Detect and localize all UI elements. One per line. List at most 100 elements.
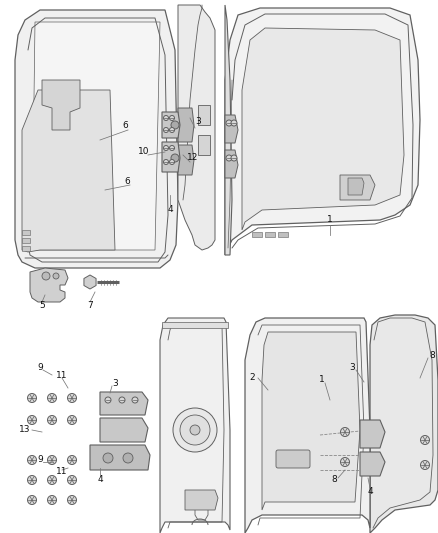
- Polygon shape: [178, 108, 194, 142]
- Circle shape: [47, 393, 57, 402]
- Circle shape: [231, 155, 237, 161]
- Circle shape: [340, 427, 350, 437]
- Text: 1: 1: [327, 215, 333, 224]
- Text: 9: 9: [37, 456, 43, 464]
- Polygon shape: [30, 268, 68, 302]
- Circle shape: [28, 456, 36, 464]
- Circle shape: [132, 397, 138, 403]
- Text: 6: 6: [122, 120, 128, 130]
- Polygon shape: [162, 322, 228, 328]
- Polygon shape: [278, 232, 288, 237]
- Circle shape: [28, 393, 36, 402]
- Circle shape: [67, 393, 77, 402]
- Text: 3: 3: [195, 117, 201, 126]
- Circle shape: [47, 456, 57, 464]
- Circle shape: [170, 127, 174, 133]
- Circle shape: [47, 416, 57, 424]
- Text: 7: 7: [87, 301, 93, 310]
- Circle shape: [171, 154, 179, 162]
- Polygon shape: [265, 232, 275, 237]
- Circle shape: [28, 416, 36, 424]
- Circle shape: [67, 456, 77, 464]
- Circle shape: [340, 457, 350, 466]
- Text: 9: 9: [37, 364, 43, 373]
- Text: 12: 12: [187, 154, 199, 163]
- Circle shape: [173, 408, 217, 452]
- Polygon shape: [225, 8, 420, 255]
- Polygon shape: [340, 175, 375, 200]
- Circle shape: [103, 453, 113, 463]
- Polygon shape: [348, 178, 364, 195]
- Polygon shape: [370, 315, 438, 533]
- Polygon shape: [198, 105, 210, 125]
- Circle shape: [67, 416, 77, 424]
- Text: 10: 10: [138, 148, 150, 157]
- Polygon shape: [242, 28, 404, 230]
- Circle shape: [163, 146, 169, 150]
- Circle shape: [47, 496, 57, 505]
- Polygon shape: [360, 452, 385, 476]
- Text: 8: 8: [429, 351, 435, 359]
- Circle shape: [170, 159, 174, 165]
- Circle shape: [105, 397, 111, 403]
- Polygon shape: [22, 230, 30, 235]
- Circle shape: [190, 425, 200, 435]
- Circle shape: [163, 159, 169, 165]
- Polygon shape: [198, 135, 210, 155]
- Circle shape: [28, 475, 36, 484]
- Polygon shape: [100, 418, 148, 442]
- Text: 4: 4: [167, 206, 173, 214]
- Circle shape: [420, 435, 430, 445]
- Polygon shape: [360, 420, 385, 448]
- Text: 3: 3: [112, 378, 118, 387]
- Text: 5: 5: [39, 301, 45, 310]
- Text: 4: 4: [97, 475, 103, 484]
- Polygon shape: [252, 232, 262, 237]
- Polygon shape: [15, 10, 178, 268]
- Circle shape: [28, 496, 36, 505]
- Circle shape: [226, 120, 232, 126]
- Polygon shape: [225, 5, 232, 255]
- Circle shape: [180, 415, 210, 445]
- Polygon shape: [84, 275, 96, 289]
- Circle shape: [53, 273, 59, 279]
- Circle shape: [420, 461, 430, 470]
- Polygon shape: [90, 445, 150, 470]
- Circle shape: [231, 120, 237, 126]
- Polygon shape: [32, 22, 160, 250]
- Text: 8: 8: [331, 475, 337, 484]
- Polygon shape: [225, 115, 238, 143]
- Polygon shape: [22, 238, 30, 243]
- Circle shape: [119, 397, 125, 403]
- Circle shape: [170, 116, 174, 120]
- Circle shape: [123, 453, 133, 463]
- Text: 6: 6: [124, 177, 130, 187]
- Circle shape: [67, 475, 77, 484]
- Circle shape: [170, 146, 174, 150]
- Polygon shape: [42, 80, 80, 130]
- Polygon shape: [162, 112, 180, 138]
- Polygon shape: [162, 142, 180, 172]
- Text: 2: 2: [249, 374, 255, 383]
- Polygon shape: [245, 318, 370, 533]
- Circle shape: [47, 475, 57, 484]
- Text: 13: 13: [19, 425, 31, 434]
- Polygon shape: [262, 332, 360, 510]
- Circle shape: [163, 127, 169, 133]
- Text: 11: 11: [56, 467, 68, 477]
- Polygon shape: [178, 145, 194, 175]
- Text: 3: 3: [349, 364, 355, 373]
- Polygon shape: [225, 150, 238, 178]
- Polygon shape: [22, 246, 30, 251]
- Polygon shape: [185, 490, 218, 510]
- Circle shape: [226, 155, 232, 161]
- Text: 4: 4: [367, 488, 373, 497]
- Text: 11: 11: [56, 370, 68, 379]
- Polygon shape: [100, 392, 148, 415]
- Polygon shape: [160, 318, 230, 533]
- Circle shape: [163, 116, 169, 120]
- Polygon shape: [178, 5, 215, 250]
- Circle shape: [171, 121, 179, 129]
- Circle shape: [67, 496, 77, 505]
- Circle shape: [42, 272, 50, 280]
